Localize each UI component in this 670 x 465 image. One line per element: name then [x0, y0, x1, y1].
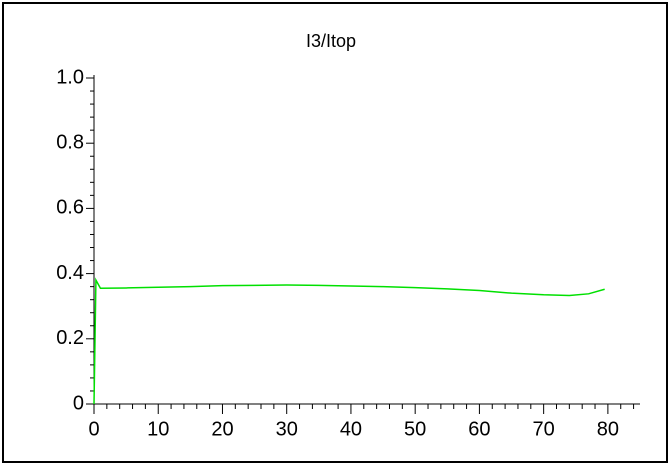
x-tick-label: 60: [468, 418, 490, 440]
y-tick-label: 1.0: [56, 66, 84, 88]
x-tick-label: 80: [597, 418, 619, 440]
x-tick-label: 50: [404, 418, 426, 440]
y-tick-label: 0: [73, 392, 84, 414]
chart-title: I3/Itop: [306, 31, 356, 51]
x-tick-label: 0: [88, 418, 99, 440]
y-tick-label: 0.4: [56, 262, 84, 284]
x-tick-label: 40: [340, 418, 362, 440]
y-tick-label: 0.2: [56, 327, 84, 349]
x-tick-label: 20: [211, 418, 233, 440]
x-tick-label: 10: [147, 418, 169, 440]
x-tick-label: 70: [533, 418, 555, 440]
y-tick-label: 0.6: [56, 197, 84, 219]
y-tick-label: 0.8: [56, 131, 84, 153]
x-tick-label: 30: [276, 418, 298, 440]
data-line: [93, 277, 605, 405]
